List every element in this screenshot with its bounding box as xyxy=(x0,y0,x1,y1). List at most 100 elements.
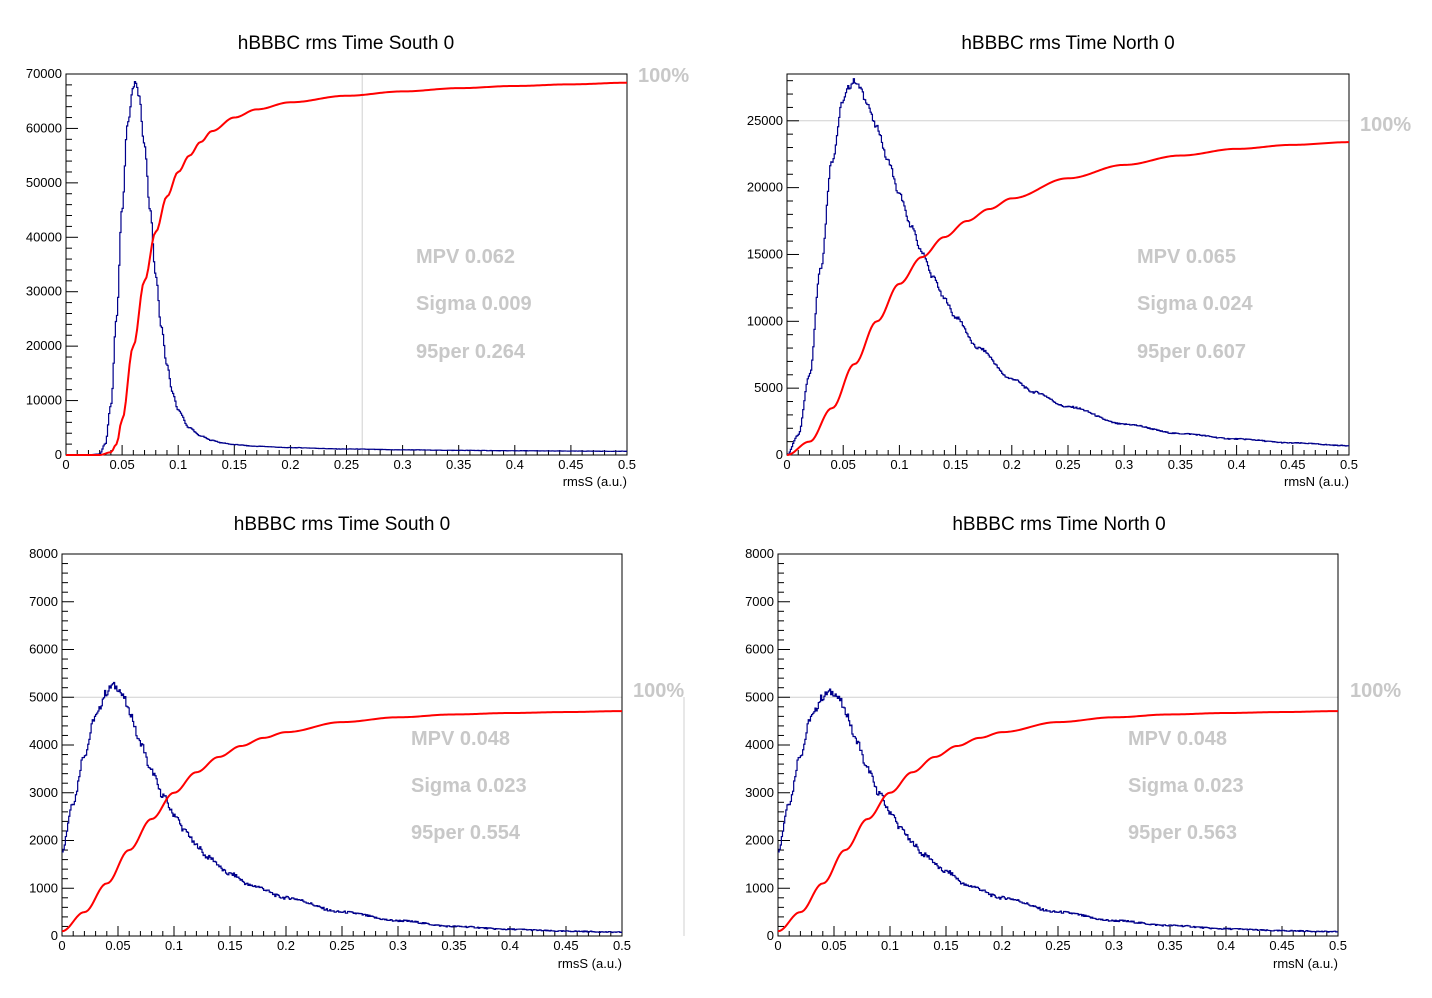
chart-title: hBBBC rms Time South 0 xyxy=(238,33,454,54)
plot-area: 0 0.05 0.1 0.15 0.2 0.25 0.3 0.35 0.4 0.45 0.5 0 100… xyxy=(29,546,631,953)
x-tick-label: 0.3 xyxy=(389,938,407,953)
x-tick-label: 0.5 xyxy=(1329,938,1347,953)
x-tick-label: 0.45 xyxy=(1269,938,1294,953)
x-tick-label: 0.05 xyxy=(109,457,134,472)
x-tick-label: 0.45 xyxy=(1280,457,1305,472)
y-tick-label: 0 xyxy=(776,447,783,462)
x-tick-label: 0.15 xyxy=(943,457,968,472)
plot-area: 0 0.05 0.1 0.15 0.2 0.25 0.3 0.35 0.4 0.45 0.5 0 100… xyxy=(745,546,1347,953)
cumulative-series-line xyxy=(61,710,623,933)
y-tick-label: 5000 xyxy=(29,689,58,704)
y-tick-label: 0 xyxy=(51,928,58,943)
percent-label: 100% xyxy=(638,65,689,87)
y-tick-label: 20000 xyxy=(26,338,62,353)
x-tick-label: 0.35 xyxy=(1168,457,1193,472)
y-tick-label: 4000 xyxy=(29,737,58,752)
y-tick-label: 15000 xyxy=(747,246,783,261)
x-tick-label: 0.3 xyxy=(1115,457,1133,472)
x-tick-label: 0.1 xyxy=(165,938,183,953)
stat-mpv: MPV 0.048 xyxy=(1128,728,1227,750)
y-tick-label: 7000 xyxy=(29,594,58,609)
x-axis-label: rmsN (a.u.) xyxy=(1284,474,1349,489)
chart-title: hBBBC rms Time North 0 xyxy=(961,33,1174,54)
x-axis-label: rmsS (a.u.) xyxy=(558,956,622,971)
stat-sigma: Sigma 0.023 xyxy=(411,775,527,797)
y-tick-label: 30000 xyxy=(26,284,62,299)
y-tick-label: 70000 xyxy=(26,66,62,81)
x-tick-label: 0 xyxy=(58,938,65,953)
stat-mpv: MPV 0.062 xyxy=(416,246,515,268)
x-tick-label: 0.45 xyxy=(558,457,583,472)
x-tick-label: 0.4 xyxy=(506,457,524,472)
x-tick-label: 0.35 xyxy=(446,457,471,472)
x-tick-label: 0.45 xyxy=(553,938,578,953)
y-tick-label: 10000 xyxy=(747,313,783,328)
y-tick-label: 1000 xyxy=(745,880,774,895)
y-tick-label: 20000 xyxy=(747,180,783,195)
x-tick-label: 0.05 xyxy=(105,938,130,953)
percent-label: 100% xyxy=(633,680,684,702)
x-tick-label: 0.35 xyxy=(1157,938,1182,953)
x-axis-label: rmsN (a.u.) xyxy=(1273,956,1338,971)
x-tick-label: 0.35 xyxy=(441,938,466,953)
histogram-series-line xyxy=(62,681,622,934)
x-axis-label: rmsS (a.u.) xyxy=(563,474,627,489)
histogram-series-line xyxy=(66,81,627,456)
x-tick-label: 0 xyxy=(774,938,781,953)
x-tick-label: 0.3 xyxy=(394,457,412,472)
y-tick-label: 2000 xyxy=(29,833,58,848)
y-tick-label: 25000 xyxy=(747,113,783,128)
stat-sigma: Sigma 0.009 xyxy=(416,293,532,315)
x-tick-label: 0.25 xyxy=(1055,457,1080,472)
x-tick-label: 0.5 xyxy=(1340,457,1358,472)
x-tick-label: 0.5 xyxy=(613,938,631,953)
y-tick-label: 6000 xyxy=(29,642,58,657)
y-tick-label: 5000 xyxy=(754,380,783,395)
x-tick-label: 0.2 xyxy=(277,938,295,953)
y-tick-label: 3000 xyxy=(29,785,58,800)
x-tick-label: 0.05 xyxy=(821,938,846,953)
x-tick-label: 0.1 xyxy=(890,457,908,472)
x-tick-label: 0.25 xyxy=(334,457,359,472)
stat-mpv: MPV 0.048 xyxy=(411,728,510,750)
stat-95per: 95per 0.607 xyxy=(1137,341,1246,363)
y-tick-label: 3000 xyxy=(745,785,774,800)
x-tick-label: 0.1 xyxy=(169,457,187,472)
stat-sigma: Sigma 0.024 xyxy=(1137,293,1254,315)
x-tick-label: 0 xyxy=(62,457,69,472)
y-tick-label: 0 xyxy=(55,447,62,462)
stat-95per: 95per 0.264 xyxy=(416,341,526,363)
histogram-series-line xyxy=(778,688,1338,933)
y-tick-label: 4000 xyxy=(745,737,774,752)
histogram-series-line xyxy=(787,78,1349,456)
y-tick-label: 40000 xyxy=(26,229,62,244)
cumulative-series-line xyxy=(786,141,1350,456)
x-tick-label: 0.2 xyxy=(1003,457,1021,472)
x-tick-label: 0.2 xyxy=(993,938,1011,953)
x-tick-label: 0.4 xyxy=(501,938,519,953)
y-tick-label: 8000 xyxy=(29,546,58,561)
stat-95per: 95per 0.563 xyxy=(1128,822,1237,844)
stat-95per: 95per 0.554 xyxy=(411,822,521,844)
x-tick-label: 0.2 xyxy=(281,457,299,472)
x-tick-label: 0.5 xyxy=(618,457,636,472)
x-tick-label: 0.15 xyxy=(217,938,242,953)
cumulative-series-line xyxy=(66,81,628,456)
stat-mpv: MPV 0.065 xyxy=(1137,246,1236,268)
percent-label: 100% xyxy=(1360,114,1411,136)
plot-area: 0 0.05 0.1 0.15 0.2 0.25 0.3 0.35 0.4 0.45 0.5 0 100… xyxy=(26,66,636,472)
y-tick-label: 7000 xyxy=(745,594,774,609)
x-tick-label: 0.15 xyxy=(933,938,958,953)
y-tick-label: 5000 xyxy=(745,689,774,704)
x-tick-label: 0.05 xyxy=(831,457,856,472)
y-tick-label: 0 xyxy=(767,928,774,943)
x-tick-label: 0.4 xyxy=(1228,457,1246,472)
x-tick-label: 0.1 xyxy=(881,938,899,953)
x-tick-label: 0.3 xyxy=(1105,938,1123,953)
chart-title: hBBBC rms Time North 0 xyxy=(952,514,1165,535)
cumulative-series-line xyxy=(777,710,1339,933)
y-tick-label: 8000 xyxy=(745,546,774,561)
